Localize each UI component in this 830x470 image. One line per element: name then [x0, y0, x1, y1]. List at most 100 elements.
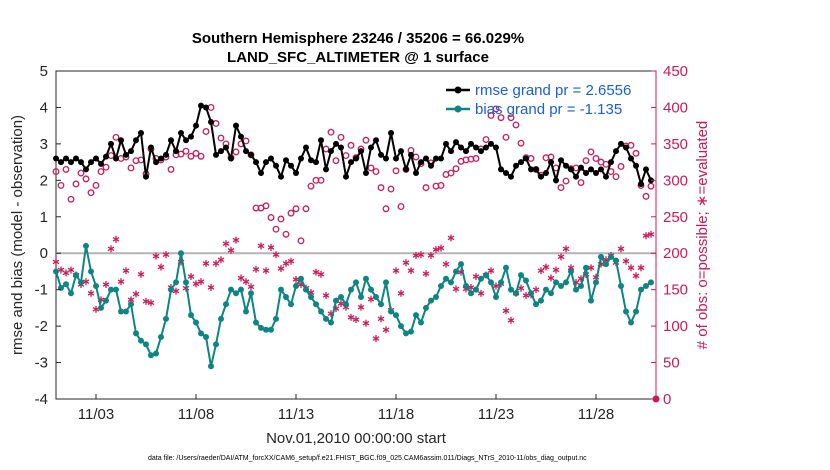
- rmse-point: [333, 140, 339, 147]
- obs-possible-point: [87, 189, 95, 197]
- rmse-point: [528, 166, 534, 173]
- bias-point: [238, 286, 244, 293]
- bias-point: [538, 297, 544, 304]
- rmse-point: [248, 151, 254, 158]
- obs-evaluated-point: [517, 284, 525, 292]
- y-axis-label: rmse and bias (model - observation): [9, 115, 26, 355]
- legend: rmse grand pr = 2.6556 bias grand pr = -…: [446, 82, 631, 118]
- bias-point: [603, 261, 609, 268]
- bias-point: [443, 275, 449, 282]
- obs-possible-point: [112, 133, 120, 141]
- obs-possible-point: [62, 165, 70, 173]
- obs-evaluated-point: [447, 234, 455, 242]
- obs-possible-point: [292, 205, 300, 213]
- obs-possible-point: [302, 205, 310, 213]
- obs-possible-point: [317, 176, 325, 184]
- obs-possible-point: [182, 147, 190, 155]
- rmse-point: [228, 155, 234, 162]
- y-tick-label: 3: [40, 136, 48, 153]
- obs-possible-point: [512, 121, 520, 129]
- obs-possible-point: [327, 128, 335, 136]
- rmse-point: [508, 173, 514, 180]
- obs-evaluated-point: [402, 259, 410, 267]
- rmse-point: [173, 148, 179, 155]
- bias-point: [153, 350, 159, 357]
- rmse-point: [238, 133, 244, 140]
- rmse-point: [58, 159, 64, 166]
- obs-evaluated-point: [222, 240, 230, 248]
- obs-evaluated-point: [272, 251, 280, 259]
- obs-possible-point: [177, 150, 185, 158]
- obs-evaluated-point: [557, 253, 565, 261]
- rmse-point: [628, 155, 634, 162]
- rmse-point: [343, 173, 349, 180]
- bias-point: [288, 301, 294, 308]
- x-tick-label: 11/18: [378, 406, 414, 423]
- obs-evaluated-point: [112, 235, 120, 243]
- rmse-point: [563, 162, 569, 169]
- bias-point: [168, 286, 174, 293]
- rmse-point: [493, 144, 499, 151]
- rmse-point: [453, 139, 459, 146]
- y-tick-label: 1: [40, 209, 48, 226]
- obs-evaluated-point: [622, 257, 630, 265]
- bias-point: [108, 286, 114, 293]
- rmse-point: [403, 166, 409, 173]
- rmse-point: [318, 137, 324, 144]
- obs-possible-point: [627, 141, 635, 149]
- y-tick-label: -3: [35, 355, 48, 372]
- bias-point: [548, 290, 554, 297]
- bias-point: [183, 279, 189, 286]
- obs-evaluated-point: [67, 266, 75, 274]
- bias-point: [273, 315, 279, 322]
- obs-possible-point: [557, 184, 565, 192]
- bias-point: [348, 286, 354, 293]
- bias-point: [93, 283, 99, 290]
- obs-evaluated-point: [187, 273, 195, 281]
- rmse-point: [273, 162, 279, 169]
- obs-possible-point: [382, 205, 390, 213]
- obs-possible-point: [267, 214, 275, 221]
- obs-possible-point: [217, 134, 225, 142]
- bias-point: [628, 319, 634, 326]
- rmse-point: [483, 144, 489, 151]
- obs-possible-point: [587, 148, 595, 156]
- rmse-point: [378, 151, 384, 158]
- bias-point: [523, 277, 529, 284]
- y2-tick-label: 200: [663, 245, 688, 262]
- bias-point: [193, 319, 199, 326]
- bias-point: [403, 330, 409, 337]
- rmse-point: [433, 155, 439, 162]
- rmse-point: [298, 155, 304, 162]
- rmse-point: [153, 159, 159, 166]
- rmse-point: [68, 159, 74, 166]
- rmse-point: [568, 166, 574, 173]
- rmse-point: [523, 155, 529, 162]
- rmse-point: [473, 144, 479, 151]
- y2-tick-label: 50: [663, 355, 680, 372]
- rmse-point: [348, 159, 354, 166]
- bias-point: [263, 326, 269, 333]
- rmse-point: [428, 162, 434, 169]
- bias-point: [283, 293, 289, 300]
- y-tick-label: 0: [40, 245, 48, 262]
- obs-evaluated-point: [202, 259, 210, 267]
- obs-possible-point: [192, 149, 200, 157]
- obs-evaluated-point: [647, 230, 655, 238]
- obs-evaluated-point: [642, 232, 650, 240]
- obs-evaluated-point: [637, 264, 645, 272]
- rmse-point: [603, 173, 609, 180]
- y2-tick-label: 350: [663, 136, 688, 153]
- obs-possible-point: [447, 169, 455, 177]
- rmse-point: [448, 148, 454, 155]
- rmse-point: [593, 170, 599, 177]
- bias-point: [508, 286, 514, 293]
- obs-possible-point: [437, 181, 445, 189]
- y2-tick-label: 300: [663, 172, 688, 189]
- obs-evaluated-point: [142, 297, 150, 305]
- bias-point: [68, 290, 74, 297]
- bias-point: [123, 308, 129, 315]
- bias-point: [618, 283, 624, 290]
- obs-possible-point: [187, 152, 195, 160]
- bias-point: [148, 352, 154, 359]
